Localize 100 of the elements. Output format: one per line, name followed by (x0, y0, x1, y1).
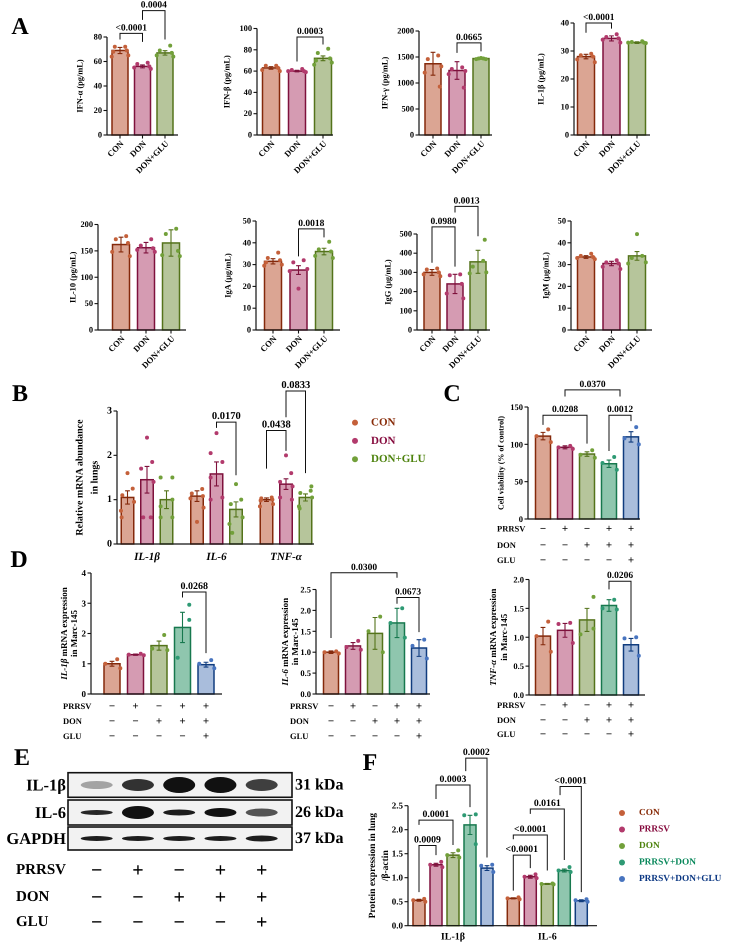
y-tick-label: 100 (399, 306, 412, 316)
y-tick-label: 0 (246, 326, 251, 334)
bar (264, 260, 282, 331)
annotation: 0.0268 (180, 581, 208, 592)
y-tick-label: 500 (399, 230, 412, 238)
bar (289, 269, 308, 331)
annotation: 0.0208 (552, 405, 578, 416)
y-tick-label: 40 (242, 238, 251, 248)
annotation: 0.0206 (606, 571, 634, 582)
y-tick-label: 400 (399, 248, 412, 258)
legend-label: PRRSV (639, 824, 670, 834)
y-tick-label: 10 (560, 102, 569, 112)
y-tick-label: 1 (107, 494, 112, 506)
y-tick-label: 1.0 (392, 872, 404, 883)
text: <0.0001 (554, 776, 588, 786)
y-tick-label: 40 (560, 18, 569, 28)
y-tick-label: 0.5 (513, 661, 524, 672)
annotation: 0.0003 (296, 27, 324, 38)
x-tick-label: + − − (562, 700, 568, 741)
chart-title: D (10, 547, 28, 573)
y-tick-label: 2.5 (300, 584, 311, 594)
y-tick-label: 150 (510, 402, 523, 412)
bar (298, 496, 312, 545)
x-tick-label: + + − (606, 700, 612, 741)
y-tick-label: 2.5 (392, 800, 404, 811)
y-tick-label: 0 (248, 130, 252, 140)
bar (156, 52, 174, 136)
legend-label: DON (371, 434, 396, 447)
legend-label: DON (639, 841, 660, 851)
text: 0.0013 (453, 196, 480, 206)
text: PRRSV (497, 700, 526, 710)
text: 0.0300 (350, 562, 378, 573)
bar (628, 42, 646, 136)
y-tick-label: 0.0 (300, 689, 311, 699)
x-tick-label: − + − (584, 700, 590, 741)
bar (429, 864, 443, 926)
y-tick-label: 2000 (397, 26, 414, 36)
annotation: 0.0665 (456, 32, 482, 43)
bar (480, 867, 494, 926)
bar (446, 854, 460, 926)
y-tick-label: 1500 (397, 52, 414, 62)
y-tick-label: 20 (94, 106, 102, 115)
y-tick-label: 80 (94, 32, 102, 42)
y-axis-title: IL-6 mRNA expression in Marc-145 (280, 598, 300, 687)
y-tick-label: 40 (244, 88, 252, 97)
y-tick-label: 0 (88, 326, 93, 334)
x-tick-label: − − − (108, 700, 116, 743)
annotation: <0.0001 (506, 844, 538, 856)
y-axis-title: IL-1β mRNA expression in Marc-145 (59, 587, 79, 681)
y-tick-label: 60 (94, 57, 102, 66)
y-axis-title: IgG (μg/mL) (384, 259, 392, 305)
chart-title: B (12, 381, 28, 407)
y-tick-label: 1.5 (513, 603, 524, 614)
x-tick-label: + + + (416, 700, 422, 743)
y-tick-label: 0.5 (300, 668, 311, 678)
y-tick-label: 0.0 (513, 690, 524, 700)
text: 0.0833 (281, 380, 310, 392)
x-tick-label: + + − (394, 700, 400, 743)
y-axis-title: Protein expression in lung /β-actin (368, 812, 391, 918)
text: 31 kDa (295, 776, 344, 794)
text: PRRSV (497, 524, 526, 534)
legend-label: PRRSV+DON (639, 858, 696, 868)
annotation: 0.0438 (262, 420, 291, 431)
y-tick-label: 20 (560, 74, 569, 84)
text: 37 kDa (295, 830, 344, 848)
y-tick-label: 1 (82, 658, 86, 669)
annotation: 0.0161 (534, 798, 561, 810)
y-tick-label: 0 (564, 130, 569, 140)
y-tick-label: 1000 (397, 78, 414, 88)
y-tick-label: 80 (244, 45, 252, 54)
bar (314, 58, 332, 136)
text: 0.0370 (579, 380, 606, 390)
bar (602, 38, 621, 136)
y-tick-label: 20 (244, 109, 252, 118)
annotation: 0.0018 (298, 218, 325, 229)
y-tick-label: 10 (242, 304, 251, 313)
legend-label: CON (639, 808, 660, 818)
y-tick-label: 2.0 (392, 824, 404, 835)
y-tick-label: 0.5 (392, 896, 404, 907)
y-tick-label: 0 (518, 514, 523, 524)
bar (534, 435, 552, 520)
y-tick-label: 0 (562, 326, 566, 334)
text: GLU (290, 731, 308, 741)
y-axis-title: Relative mRNA abundance in lungs (74, 418, 100, 536)
y-tick-label: 150 (80, 246, 93, 256)
y-tick-label: 1.0 (513, 632, 524, 642)
x-tick-label: − − − (540, 700, 546, 741)
text: PRRSV (290, 701, 320, 711)
text: GLU (16, 914, 49, 930)
annotation: 0.0009 (414, 834, 442, 846)
bar (472, 58, 490, 136)
x-tick-label: − − − (540, 523, 546, 567)
y-tick-label: 2 (82, 628, 86, 638)
bar (322, 651, 340, 695)
bar (602, 262, 621, 331)
annotation: <0.0001 (582, 13, 615, 23)
annotation: 0.0001 (422, 809, 450, 820)
chart-title: C (443, 381, 461, 407)
x-tick-label: − + − (584, 523, 590, 567)
bar (540, 883, 554, 926)
